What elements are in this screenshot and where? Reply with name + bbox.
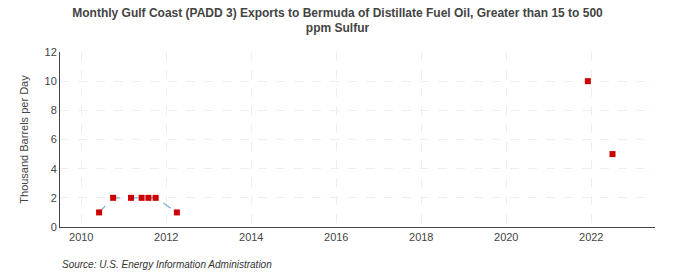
svg-text:2018: 2018 (409, 231, 433, 243)
svg-text:0: 0 (51, 221, 57, 233)
svg-text:2: 2 (51, 192, 57, 204)
svg-text:10: 10 (45, 75, 57, 87)
svg-text:Source: U.S. Energy Informatio: Source: U.S. Energy Information Administ… (62, 259, 272, 270)
svg-text:2010: 2010 (69, 231, 93, 243)
svg-text:8: 8 (51, 104, 57, 116)
svg-text:2014: 2014 (239, 231, 263, 243)
svg-text:2012: 2012 (154, 231, 178, 243)
svg-text:4: 4 (51, 163, 57, 175)
svg-text:2016: 2016 (324, 231, 348, 243)
svg-text:Thousand Barrels per Day: Thousand Barrels per Day (18, 75, 30, 204)
svg-text:6: 6 (51, 133, 57, 145)
svg-text:2022: 2022 (579, 231, 603, 243)
svg-text:12: 12 (45, 46, 57, 58)
svg-text:Monthly Gulf Coast (PADD 3) Ex: Monthly Gulf Coast (PADD 3) Exports to B… (72, 6, 603, 36)
svg-text:2020: 2020 (494, 231, 518, 243)
